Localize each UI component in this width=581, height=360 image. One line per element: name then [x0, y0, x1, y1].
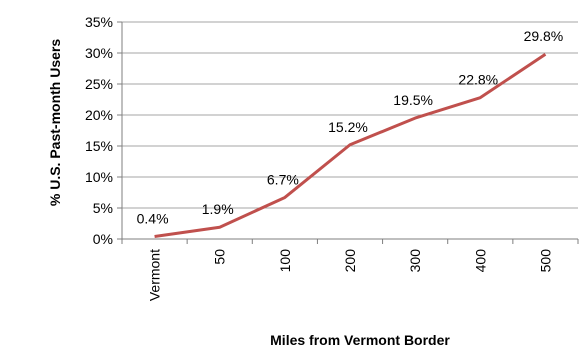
x-axis-title: Miles from Vermont Border: [270, 332, 450, 348]
x-tick-label: 300: [407, 249, 423, 273]
y-tick-label: 30%: [85, 45, 113, 61]
x-tick-label: 100: [277, 249, 293, 273]
data-label: 6.7%: [267, 171, 299, 187]
y-tick-label: 15%: [85, 138, 113, 154]
data-labels: 0.4% 1.9% 6.7% 15.2% 19.5% 22.8% 29.8%: [137, 28, 564, 226]
y-tick-label: 10%: [85, 169, 113, 185]
data-label: 29.8%: [524, 28, 564, 44]
data-label: 19.5%: [393, 92, 433, 108]
x-tick-label: 500: [537, 249, 553, 273]
data-label: 1.9%: [202, 201, 234, 217]
data-label: 15.2%: [328, 119, 368, 135]
y-tick-label: 35%: [85, 14, 113, 30]
x-tick-label: 400: [472, 249, 488, 273]
series-line: [154, 52, 547, 239]
series-line-layer: [154, 52, 547, 239]
y-tick-label: 20%: [85, 107, 113, 123]
y-axis-title: % U.S. Past-month Users: [47, 39, 63, 206]
x-tick-labels: Vermont 50 100 200 300 400 500: [147, 249, 554, 301]
axes: [117, 21, 579, 244]
y-tick-label: 0%: [93, 231, 113, 247]
x-tick-label: Vermont: [147, 249, 163, 301]
gridlines: [122, 21, 578, 209]
y-tick-label: 5%: [93, 200, 113, 216]
y-tick-labels: 0% 5% 10% 15% 20% 25% 30% 35%: [85, 14, 113, 247]
x-tick-label: 200: [342, 249, 358, 273]
data-label: 0.4%: [137, 211, 169, 227]
y-tick-label: 25%: [85, 76, 113, 92]
data-label: 22.8%: [458, 72, 498, 88]
x-tick-label: 50: [212, 249, 228, 265]
